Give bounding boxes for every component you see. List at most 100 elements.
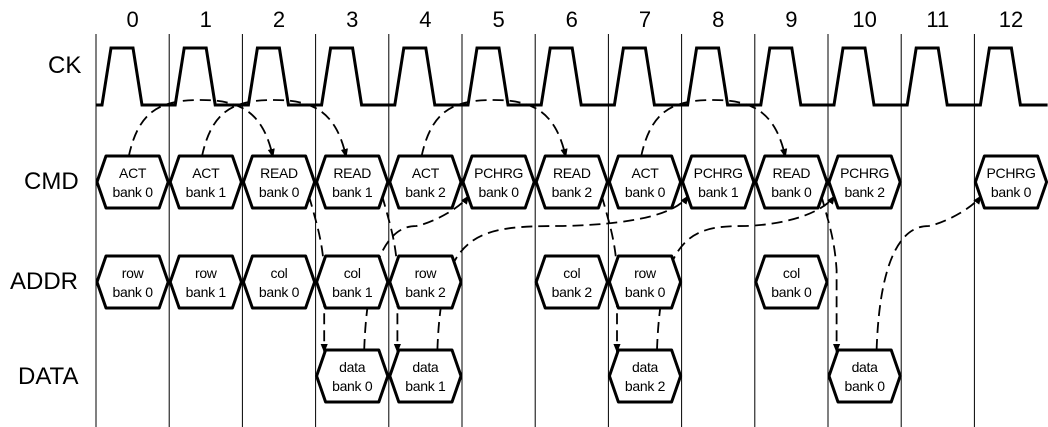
data-box-line2: bank 0 (844, 378, 885, 394)
addr-box-line2: bank 0 (625, 284, 666, 300)
cmd-box-line2: bank 0 (478, 184, 519, 200)
cycle-number: 0 (126, 7, 138, 32)
addr-box-shape (534, 254, 609, 310)
addr-box: row bank 2 (388, 254, 463, 310)
addr-box: row bank 0 (95, 254, 170, 310)
addr-box-shape (607, 254, 683, 310)
clock-waveform (96, 46, 1048, 107)
cmd-box: READ bank 0 (241, 154, 317, 210)
dependency-arrow (200, 99, 348, 158)
cmd-box-line2: bank 0 (991, 184, 1032, 200)
dependency-arrow (420, 99, 568, 158)
cmd-box-line2: bank 1 (186, 184, 227, 200)
cycle-number: 8 (712, 7, 724, 32)
cmd-box: PCHRG bank 1 (681, 154, 756, 210)
addr-box-line2: bank 0 (112, 284, 153, 300)
cmd-box-line1: PCHRG (840, 165, 889, 181)
cmd-box-line2: bank 2 (844, 184, 885, 200)
data-box-line1: data (412, 359, 439, 375)
cmd-box-shape (607, 154, 683, 210)
cmd-box: READ bank 2 (534, 154, 609, 210)
dependency-arrow (640, 99, 788, 158)
cmd-box-line1: PCHRG (986, 165, 1035, 181)
addr-box-line1: col (344, 265, 361, 281)
addr-box-shape (241, 254, 317, 310)
addr-box-line1: col (563, 265, 580, 281)
cycle-number: 3 (346, 7, 358, 32)
cmd-box-shape (241, 154, 317, 210)
cmd-box-line1: READ (333, 165, 371, 181)
data-box-shape (315, 348, 390, 404)
data-box: data bank 1 (388, 348, 463, 404)
cycle-number: 7 (639, 7, 651, 32)
cmd-box-line2: bank 2 (552, 184, 593, 200)
addr-box-line1: col (271, 265, 288, 281)
cmd-box-line1: ACT (412, 165, 440, 181)
data-box: data bank 2 (607, 348, 683, 404)
cycle-number: 10 (852, 7, 876, 32)
addr-box-line2: bank 1 (332, 284, 373, 300)
cmd-box-shape (388, 154, 463, 210)
addr-box-shape (388, 254, 463, 310)
cmd-box-line2: bank 0 (771, 184, 812, 200)
cmd-box-shape (95, 154, 170, 210)
cycle-number: 5 (492, 7, 504, 32)
dependency-arrow (875, 195, 982, 351)
cmd-box-line1: READ (553, 165, 591, 181)
addr-box: col bank 1 (315, 254, 390, 310)
data-box: data bank 0 (315, 348, 390, 404)
cmd-box: ACT bank 0 (95, 154, 170, 210)
cmd-signal-label: CMD (24, 168, 79, 195)
cmd-box-shape (461, 154, 536, 210)
cmd-box-line1: ACT (192, 165, 220, 181)
cycle-gridlines (95, 34, 975, 427)
addr-box: row bank 0 (607, 254, 683, 310)
cmd-box-shape (168, 154, 243, 210)
cycle-number: 2 (273, 7, 285, 32)
addr-box-line2: bank 0 (771, 284, 812, 300)
cycle-numbers: 0 1 2 3 4 5 6 7 8 9 10 11 12 (126, 7, 1023, 32)
cmd-box-line2: bank 0 (259, 184, 300, 200)
data-box-line2: bank 0 (332, 378, 373, 394)
cmd-box-shape (827, 154, 902, 210)
addr-box-line1: row (122, 265, 145, 281)
cmd-box: ACT bank 2 (388, 154, 463, 210)
cmd-box-line1: READ (260, 165, 298, 181)
cmd-box: READ bank 0 (754, 154, 829, 210)
data-box: data bank 0 (827, 348, 902, 404)
data-box-shape (607, 348, 683, 404)
addr-signal-label: ADDR (10, 268, 78, 295)
cmd-box: ACT bank 0 (607, 154, 683, 210)
cmd-box: PCHRG bank 0 (461, 154, 536, 210)
ck-signal-label: CK (48, 52, 81, 79)
cmd-box-line1: READ (773, 165, 811, 181)
cmd-box-line2: bank 2 (405, 184, 446, 200)
cycle-number: 11 (926, 7, 949, 32)
addr-box: row bank 1 (168, 254, 243, 310)
cmd-box-line1: ACT (119, 165, 147, 181)
addr-box: col bank 0 (241, 254, 317, 310)
cmd-box-line1: ACT (631, 165, 659, 181)
addr-box-shape (754, 254, 829, 310)
addr-box-line2: bank 2 (405, 284, 446, 300)
cmd-box-line1: PCHRG (694, 165, 743, 181)
cycle-number: 9 (785, 7, 797, 32)
addr-box-shape (315, 254, 390, 310)
cmd-box-shape (681, 154, 756, 210)
data-box-line1: data (339, 359, 366, 375)
cmd-box-shape (534, 154, 609, 210)
data-box-shape (388, 348, 463, 404)
cycle-number: 4 (419, 7, 431, 32)
data-row: data bank 0 data bank 1 data bank 2 data bank 0 (315, 348, 902, 404)
cmd-box-line2: bank 0 (112, 184, 153, 200)
addr-box: col bank 0 (754, 254, 829, 310)
data-box-line1: data (632, 359, 659, 375)
dependency-arrows (127, 99, 982, 353)
cycle-number: 6 (566, 7, 578, 32)
addr-box-line1: row (415, 265, 438, 281)
addr-row: row bank 0 row bank 1 col bank 0 col bank 1 row b… (95, 254, 829, 310)
cmd-box-line2: bank 0 (625, 184, 666, 200)
cmd-box-shape (754, 154, 829, 210)
